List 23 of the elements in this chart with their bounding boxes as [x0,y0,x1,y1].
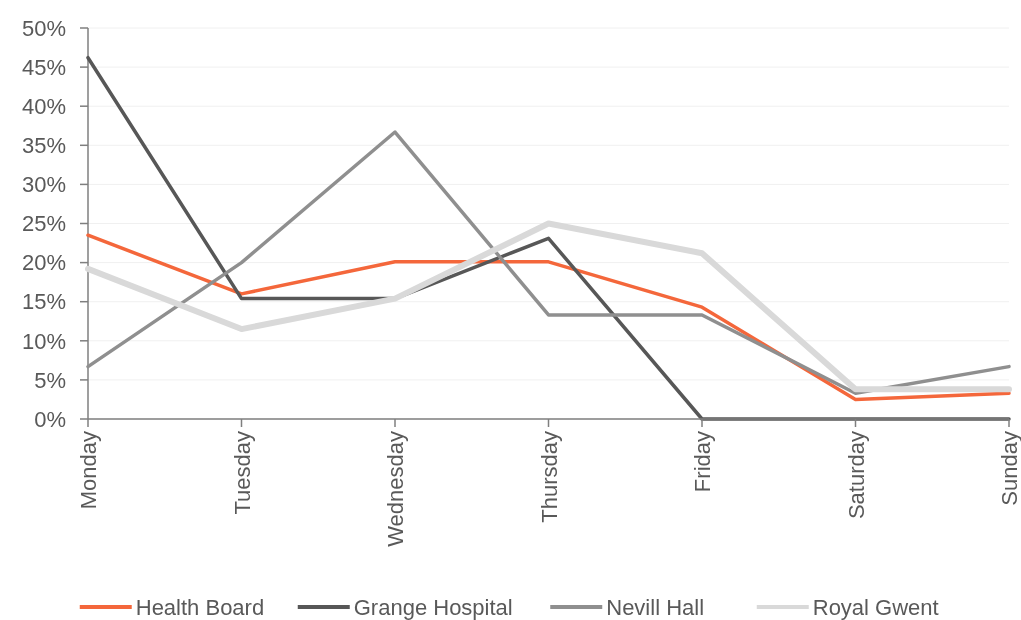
y-tick-label: 0% [34,406,66,432]
y-tick-label: 30% [21,172,66,198]
y-tick-label: 45% [21,54,66,80]
x-tick-label: Monday [76,431,101,510]
y-tick-label: 10% [21,328,66,354]
x-tick-label: Wednesday [383,431,408,547]
x-tick-label: Sunday [997,431,1021,506]
legend-label: Royal Gwent [812,594,939,620]
legend-label: Grange Hospital [353,594,513,620]
y-tick-label: 40% [21,93,66,119]
y-tick-label: 35% [21,133,66,158]
y-tick-label: 20% [21,250,66,276]
legend-label: Health Board [135,594,265,620]
x-tick-label: Friday [690,431,715,493]
y-tick-label: 15% [21,289,66,315]
line-series [86,130,1011,395]
legend-label: Nevill Hall [606,594,705,620]
y-tick-label: 50% [21,15,66,41]
x-tick-label: Thursday [536,431,562,523]
y-tick-label: 25% [21,211,66,237]
x-tick-label: Saturday [843,431,869,520]
x-tick-label: Tuesday [229,431,255,515]
y-tick-label: 5% [34,367,66,393]
